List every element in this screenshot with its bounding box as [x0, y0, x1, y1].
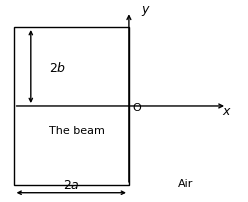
Text: $y$: $y$	[141, 4, 151, 18]
Bar	[14, 28, 129, 185]
Text: O: O	[133, 103, 141, 113]
Text: The beam: The beam	[49, 125, 105, 135]
Text: Air: Air	[178, 178, 193, 188]
Text: $2a$: $2a$	[63, 178, 80, 191]
Text: $x$: $x$	[222, 105, 232, 118]
Text: $2b$: $2b$	[49, 60, 66, 74]
